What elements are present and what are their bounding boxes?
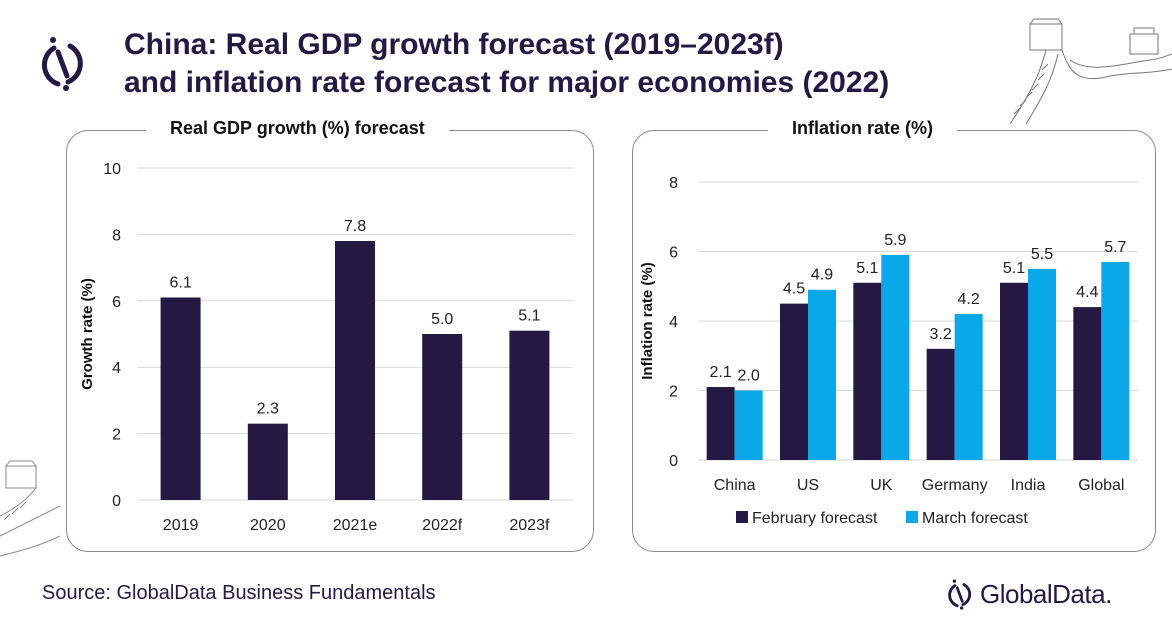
bar-february: [853, 282, 882, 460]
bar-march: [808, 289, 836, 460]
title-line-2: and inflation rate forecast for major ec…: [124, 66, 890, 99]
x-tick-label: Global: [1078, 477, 1124, 494]
bar-march: [1028, 268, 1056, 460]
data-label: 5.9: [884, 232, 906, 249]
bar-march: [1101, 261, 1130, 460]
brand-name: GlobalData.: [980, 578, 1112, 609]
x-tick-label: US: [797, 477, 819, 494]
inflation-chart-title: Inflation rate (%): [768, 118, 958, 139]
source-note: Source: GlobalData Business Fundamentals: [42, 582, 436, 604]
y-axis-label: Inflation rate (%): [639, 262, 656, 380]
y-axis-label: Growth rate (%): [79, 278, 96, 390]
data-label: 4.5: [783, 281, 805, 298]
legend-swatch: [736, 511, 748, 523]
gdp-chart-title: Real GDP growth (%) forecast: [146, 118, 449, 139]
title-line-1: China: Real GDP growth forecast (2019–20…: [124, 28, 784, 61]
x-tick-label: China: [714, 477, 756, 494]
data-label: 6.1: [169, 274, 191, 291]
great-wall-illustration-right: [1009, 18, 1172, 124]
data-label: 5.1: [856, 260, 878, 277]
bar: [335, 241, 375, 500]
data-label: 3.2: [930, 326, 952, 343]
data-label: 2.1: [710, 364, 732, 381]
bar-march: [954, 314, 983, 460]
y-tick-label: 6: [112, 294, 121, 311]
y-tick-label: 2: [669, 384, 678, 401]
x-tick-label: 2022f: [422, 517, 463, 534]
y-tick-label: 4: [112, 360, 121, 377]
y-tick-label: 0: [669, 453, 678, 470]
x-tick-label: 2021e: [333, 517, 378, 534]
bar-february: [926, 348, 955, 460]
x-tick-label: India: [1011, 477, 1046, 494]
x-tick-label: 2020: [250, 517, 286, 534]
legend-label: February forecast: [752, 510, 878, 527]
legend-swatch: [906, 511, 918, 523]
data-label: 2.0: [738, 368, 760, 385]
y-tick-label: 8: [112, 227, 121, 244]
bar: [247, 423, 288, 500]
gdp-chart-panel: [66, 130, 594, 552]
y-tick-label: 10: [103, 161, 121, 178]
data-label: 4.2: [958, 291, 980, 308]
data-label: 7.8: [344, 218, 366, 235]
bar: [160, 297, 201, 500]
gdp-chart: 0 2 4 6 8 10 6.1 2019 2.3 2020 7.8 2021e 5.0 2022f 5.1…: [79, 161, 573, 534]
y-tick-label: 6: [669, 245, 678, 262]
bar-february: [1000, 282, 1028, 460]
bar: [509, 330, 550, 500]
x-tick-label: 2023f: [509, 517, 550, 534]
page-title: China: Real GDP growth forecast (2019–20…: [124, 26, 889, 102]
bar-march: [734, 390, 763, 460]
globaldata-brand-icon: [948, 579, 972, 610]
bar-march: [881, 254, 910, 460]
bar-february: [706, 387, 735, 460]
x-tick-label: UK: [870, 477, 893, 494]
y-tick-label: 0: [112, 493, 121, 510]
data-label: 5.5: [1031, 246, 1053, 263]
globaldata-brand: GlobalData.: [946, 574, 1112, 614]
bar-february: [1073, 307, 1102, 460]
data-label: 5.0: [431, 311, 453, 328]
y-tick-label: 8: [669, 175, 678, 192]
bar-february: [780, 303, 808, 460]
data-label: 5.1: [1003, 260, 1025, 277]
bar: [422, 334, 463, 500]
data-label: 4.9: [811, 267, 833, 284]
x-tick-label: Germany: [922, 477, 988, 494]
data-label: 2.3: [257, 401, 279, 418]
globaldata-logo-icon: [41, 37, 83, 91]
great-wall-illustration-left: [0, 460, 60, 557]
y-tick-label: 2: [112, 427, 121, 444]
x-tick-label: 2019: [163, 517, 199, 534]
legend-label: March forecast: [922, 510, 1028, 527]
data-label: 4.4: [1076, 284, 1098, 301]
y-tick-label: 4: [669, 314, 678, 331]
inflation-chart: 0 2 4 6 8 2.1 2.0 China 4.5 4.9 US 5.1 5.9 UK 3.2 4.2 Ge…: [639, 175, 1138, 527]
data-label: 5.1: [518, 308, 540, 325]
data-label: 5.7: [1104, 239, 1126, 256]
